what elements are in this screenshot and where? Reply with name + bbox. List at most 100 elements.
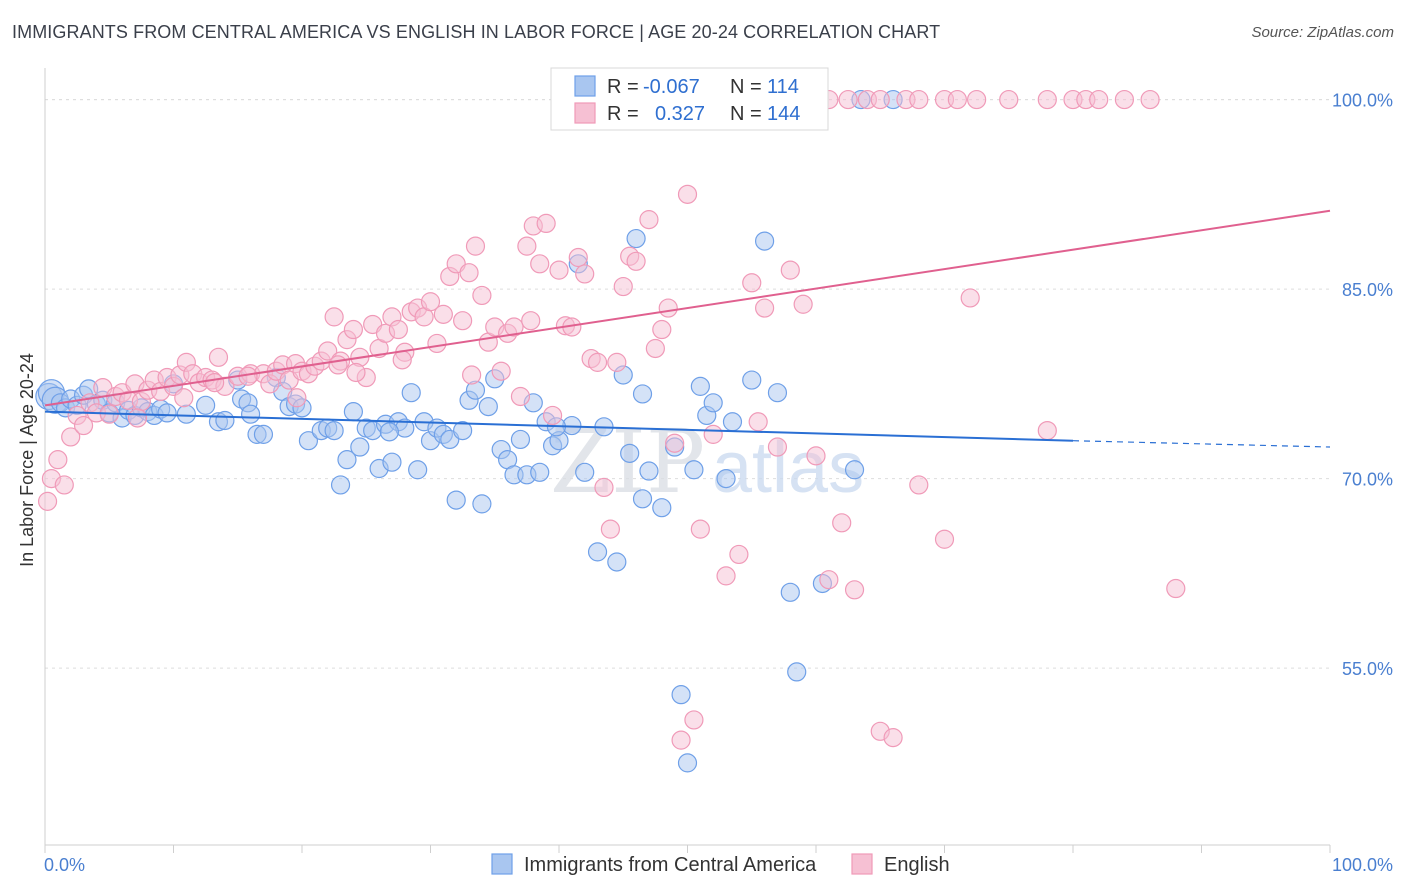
point-english — [645, 338, 665, 359]
point-english — [54, 475, 74, 495]
chart-title: IMMIGRANTS FROM CENTRAL AMERICA VS ENGLI… — [12, 22, 941, 42]
point-english — [626, 251, 646, 271]
point-english — [967, 89, 987, 110]
point-english — [510, 386, 531, 407]
point-immigrants — [324, 421, 344, 441]
point-immigrants — [677, 753, 698, 773]
point-immigrants — [632, 489, 653, 509]
legend-n-value-2: 144 — [767, 103, 800, 125]
y-tick-label: 85.0% — [1342, 280, 1393, 300]
legend-r-label-1: R = — [607, 76, 639, 98]
point-english — [420, 292, 441, 312]
point-english — [521, 311, 541, 331]
point-english — [947, 89, 967, 110]
point-english — [465, 236, 486, 256]
point-immigrants — [767, 383, 788, 403]
point-immigrants — [671, 685, 691, 705]
point-english — [462, 365, 482, 385]
point-english — [780, 260, 800, 280]
point-english — [960, 288, 980, 308]
point-english — [832, 513, 852, 533]
point-immigrants — [587, 542, 608, 562]
trend-line-immigrants-extension — [1072, 440, 1331, 448]
point-english — [491, 361, 511, 381]
point-english — [205, 372, 225, 393]
point-english — [883, 728, 903, 748]
legend-swatch-english — [574, 102, 596, 124]
point-english — [61, 427, 81, 447]
watermark-atlas: atlas — [712, 428, 864, 508]
point-english — [607, 352, 627, 372]
point-immigrants — [639, 461, 659, 481]
point-english — [433, 304, 453, 324]
point-english — [287, 388, 307, 408]
point-english — [652, 319, 672, 340]
trend-lines — [44, 209, 1331, 448]
legend-r-value-1: -0.067 — [643, 76, 700, 98]
point-english — [838, 89, 858, 110]
point-immigrants — [652, 498, 672, 518]
point-english — [806, 446, 826, 466]
point-immigrants — [241, 404, 261, 424]
point-english — [767, 437, 788, 457]
point-english — [742, 273, 762, 293]
point-english — [530, 254, 550, 274]
y-axis-label: In Labor Force | Age 20-24 — [17, 353, 37, 567]
point-english — [999, 89, 1019, 110]
legend-series: Immigrants from Central America English — [491, 853, 950, 876]
trend-line-english — [44, 209, 1331, 407]
chart-source: Source: ZipAtlas.com — [1251, 24, 1394, 41]
point-english — [318, 341, 338, 361]
point-english — [536, 213, 556, 233]
point-immigrants — [703, 393, 723, 413]
point-immigrants — [157, 403, 177, 423]
point-english — [568, 247, 588, 268]
point-english — [459, 263, 479, 283]
point-english — [208, 347, 229, 367]
point-english — [392, 350, 412, 370]
point-english — [542, 405, 563, 426]
legend-n-label-1: N = — [730, 76, 762, 98]
trend-line-immigrants — [44, 410, 1074, 442]
point-immigrants — [742, 370, 762, 390]
legend-n-label-2: N = — [730, 103, 762, 125]
point-english — [1114, 89, 1135, 110]
point-english — [665, 433, 685, 453]
point-english — [909, 475, 929, 495]
point-english — [639, 210, 659, 230]
point-immigrants — [690, 376, 710, 396]
series-english-points — [37, 89, 1186, 750]
point-english — [1037, 89, 1057, 110]
point-immigrants — [716, 469, 736, 489]
legend-bottom-swatch-english — [851, 853, 873, 875]
point-english — [1140, 89, 1160, 110]
point-english — [703, 424, 723, 444]
point-immigrants — [215, 410, 235, 431]
point-english — [684, 710, 704, 730]
point-immigrants — [446, 490, 466, 510]
point-immigrants — [510, 429, 531, 450]
legend-r-label-2: R = — [607, 103, 639, 125]
point-immigrants — [253, 424, 274, 444]
point-immigrants — [196, 395, 216, 415]
x-tick-labels: 0.0% 100.0% — [44, 855, 1393, 875]
point-english — [594, 477, 614, 498]
x-tick-label-min: 0.0% — [44, 855, 85, 875]
point-english — [328, 355, 348, 375]
point-immigrants — [382, 452, 402, 472]
point-english — [388, 319, 408, 340]
point-english — [658, 298, 678, 318]
point-english — [587, 352, 608, 372]
point-english — [127, 408, 148, 428]
point-immigrants — [722, 412, 743, 432]
point-immigrants — [530, 462, 550, 482]
point-english — [613, 276, 633, 297]
point-immigrants — [401, 383, 421, 403]
point-english — [819, 570, 839, 590]
y-tick-label: 70.0% — [1342, 470, 1393, 490]
point-english — [427, 333, 447, 354]
point-immigrants — [626, 228, 646, 249]
point-english — [671, 730, 691, 750]
point-immigrants — [620, 443, 640, 463]
point-immigrants — [350, 437, 370, 457]
